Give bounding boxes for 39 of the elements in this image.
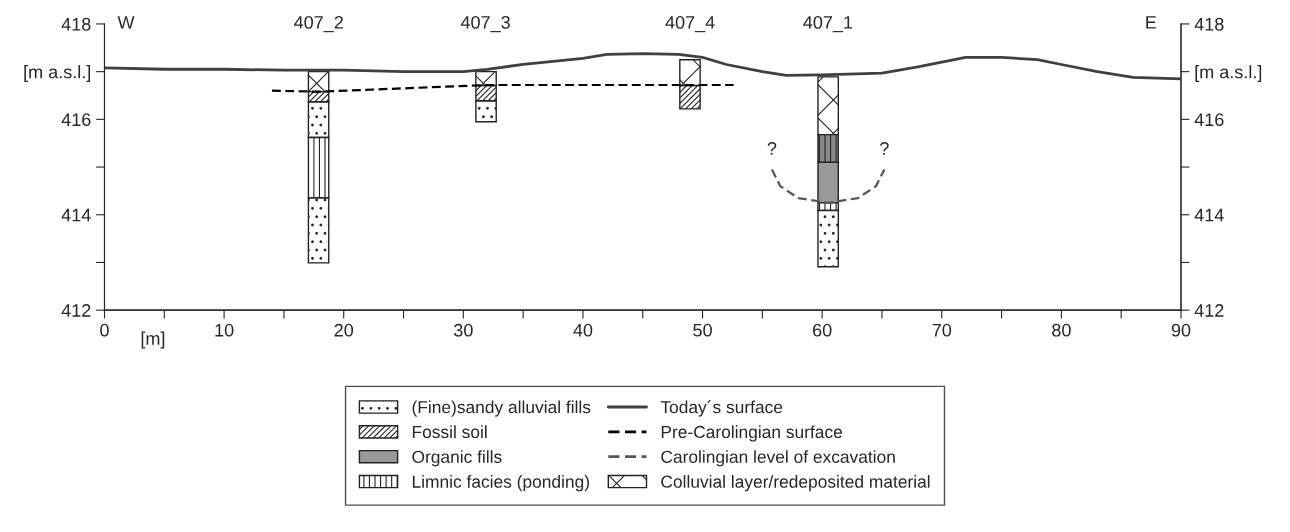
y2-tick-label: 418 xyxy=(1194,17,1224,31)
y2-tick-label: 412 xyxy=(1194,304,1224,317)
x-tick-label: 40 xyxy=(573,323,593,337)
line-series xyxy=(770,168,886,204)
line-series xyxy=(104,52,1181,81)
x-tick-label: 90 xyxy=(1171,323,1191,337)
y-tick-label: 418 xyxy=(61,17,91,31)
y2-tick-label: 414 xyxy=(1194,208,1224,222)
annotation: 407_1 xyxy=(803,16,853,33)
x-tick-label: 0 xyxy=(100,323,109,337)
legend-label: Fossil soil xyxy=(412,425,487,439)
annotation: W xyxy=(117,16,135,29)
y-tick-label: 412 xyxy=(61,304,91,317)
y-tick-label: [m a.s.l.] xyxy=(24,65,91,82)
y-tick-label: 416 xyxy=(61,113,91,127)
annotation: 407_3 xyxy=(460,16,510,33)
annotation: E xyxy=(1146,16,1157,29)
y-tick-label: 414 xyxy=(61,208,91,222)
legend-label: Pre-Carolingian surface xyxy=(661,425,843,442)
annotation: 407_2 xyxy=(294,16,343,33)
legend-label: Organic fills xyxy=(412,450,502,467)
x-tick-label: 20 xyxy=(334,323,354,337)
annotation: 407_4 xyxy=(665,16,715,33)
x-tick-label: 50 xyxy=(693,323,712,337)
y2-tick-label: 416 xyxy=(1194,113,1224,127)
legend-label: Today´s surface xyxy=(660,400,783,417)
x-tick-label: 30 xyxy=(453,323,473,337)
x-tick-label: 80 xyxy=(1052,323,1071,337)
legend-label: (Fine)sandy alluvial fills xyxy=(412,400,591,417)
y2-tick-label: [m a.s.l.] xyxy=(1195,65,1262,82)
legend-label: Limnic facies (ponding) xyxy=(412,475,589,492)
legend-label: Carolingian level of excavation xyxy=(661,450,895,467)
x-axis-title: [m] xyxy=(141,331,165,349)
annotation: ? xyxy=(767,142,777,155)
x-tick-label: 60 xyxy=(813,323,832,337)
x-tick-label: 70 xyxy=(932,323,952,337)
x-tick-label: 10 xyxy=(215,323,234,337)
legend-label: Colluvial layer/redeposited material xyxy=(661,475,930,492)
annotation: ? xyxy=(880,142,889,155)
